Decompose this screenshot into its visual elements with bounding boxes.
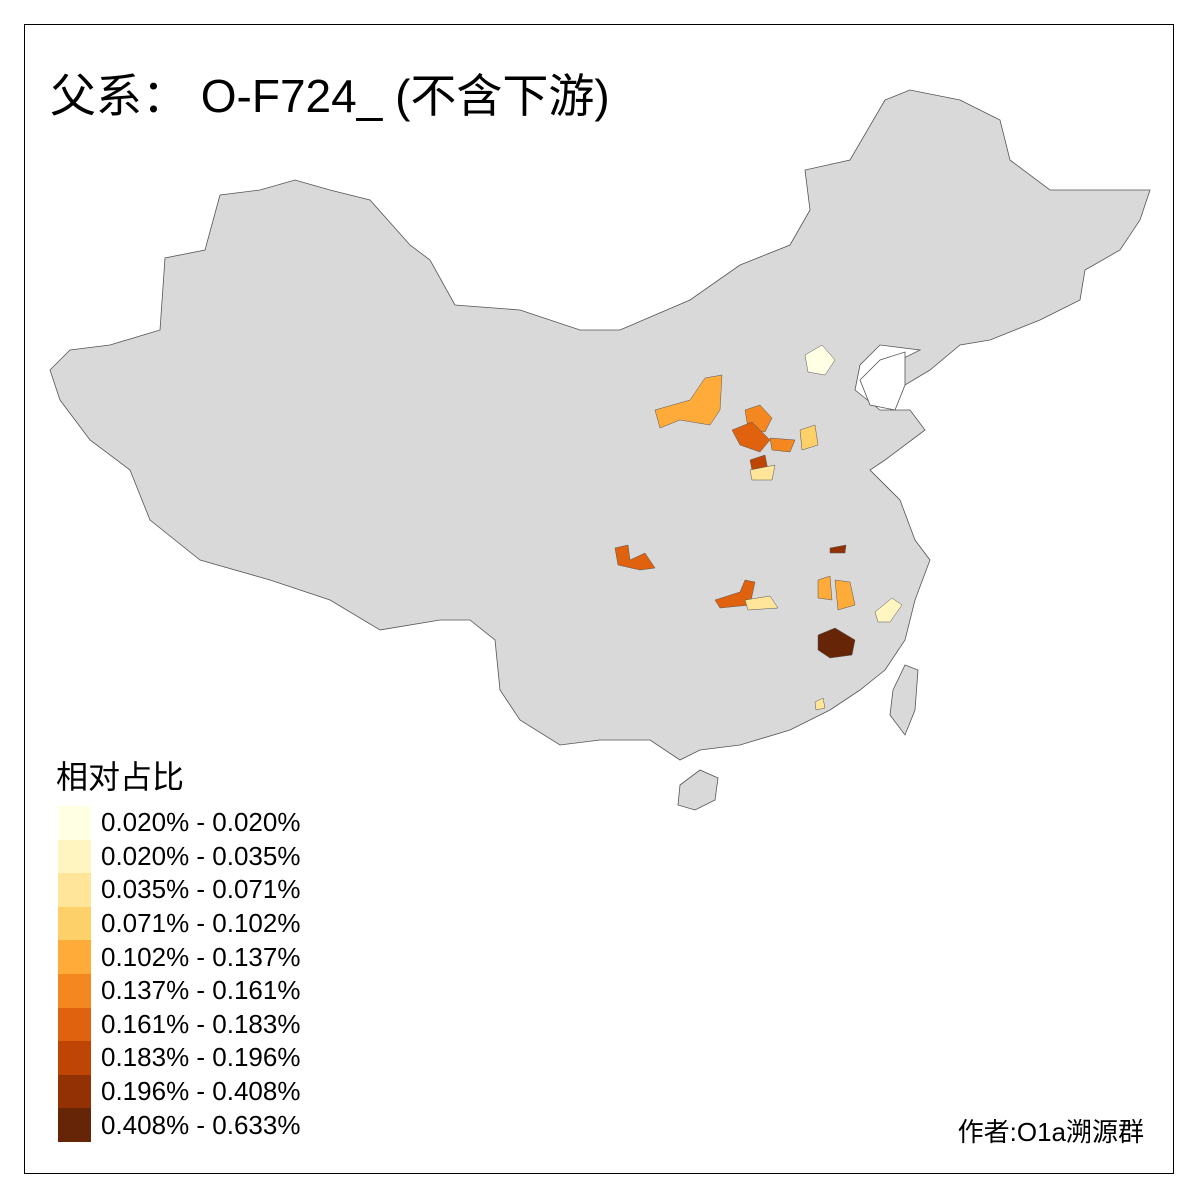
bohai-sea	[859, 351, 906, 411]
region-north-shaanxi	[654, 374, 723, 429]
shaded-regions	[614, 344, 903, 711]
legend-swatch	[58, 1108, 91, 1142]
region-guangdong	[814, 697, 826, 711]
plot-frame	[24, 24, 1174, 1174]
region-hebei	[799, 424, 819, 451]
author-credit: 作者:O1a溯源群	[957, 1117, 1144, 1147]
legend-item: 0.102% - 0.137%	[58, 940, 300, 974]
legend-swatch	[58, 839, 91, 874]
legend-swatch	[58, 906, 91, 941]
legend-item: 0.196% - 0.408%	[58, 1074, 301, 1109]
legend-label: 0.196% - 0.408%	[101, 1076, 301, 1107]
legend-swatch	[58, 806, 91, 840]
legend-label: 0.408% - 0.633%	[101, 1109, 301, 1140]
region-jiangxi-a	[817, 575, 833, 601]
legend-swatch	[58, 940, 91, 974]
legend-label: 0.020% - 0.035%	[101, 840, 301, 871]
region-hubei-a	[714, 579, 756, 609]
legend-item: 0.161% - 0.183%	[58, 1007, 301, 1042]
legend-label: 0.102% - 0.137%	[101, 941, 301, 972]
region-sichuan	[614, 544, 656, 571]
legend-swatch	[58, 973, 91, 1008]
region-jiangxi-b	[834, 579, 856, 611]
legend-label: 0.161% - 0.183%	[101, 1008, 301, 1039]
legend-label: 0.020% - 0.020%	[101, 807, 301, 838]
legend: 0.020% - 0.020% 0.020% - 0.035% 0.035% - 0…	[58, 806, 300, 1142]
legend-swatch	[58, 873, 91, 907]
region-anhui	[829, 544, 847, 554]
region-jiangxi-south	[817, 627, 856, 659]
legend-swatch	[58, 1074, 91, 1109]
legend-item: 0.020% - 0.020%	[58, 806, 300, 840]
region-beijing	[804, 344, 836, 376]
legend-item: 0.137% - 0.161%	[58, 973, 301, 1008]
legend-item: 0.020% - 0.035%	[58, 839, 301, 874]
legend-item: 0.035% - 0.071%	[58, 873, 300, 907]
region-shanxi-c	[769, 437, 796, 453]
legend-swatch	[58, 1041, 91, 1075]
legend-title: 相对占比	[56, 759, 185, 795]
legend-label: 0.035% - 0.071%	[101, 874, 301, 905]
legend-item: 0.408% - 0.633%	[58, 1108, 300, 1142]
region-hubei-b	[744, 595, 779, 611]
china-mainland	[49, 89, 1151, 761]
map-title: 父系： O-F724_ (不含下游)	[50, 70, 610, 122]
legend-label: 0.183% - 0.196%	[101, 1042, 301, 1073]
taiwan-island	[889, 664, 919, 736]
legend-item: 0.183% - 0.196%	[58, 1041, 300, 1075]
legend-item: 0.071% - 0.102%	[58, 906, 301, 941]
region-zhejiang	[874, 597, 903, 623]
legend-swatch	[58, 1007, 91, 1042]
region-henan-b	[749, 464, 776, 481]
region-shanxi-b	[731, 421, 771, 453]
legend-label: 0.137% - 0.161%	[101, 975, 301, 1006]
hainan-island	[677, 769, 719, 811]
legend-label: 0.071% - 0.102%	[101, 908, 301, 939]
